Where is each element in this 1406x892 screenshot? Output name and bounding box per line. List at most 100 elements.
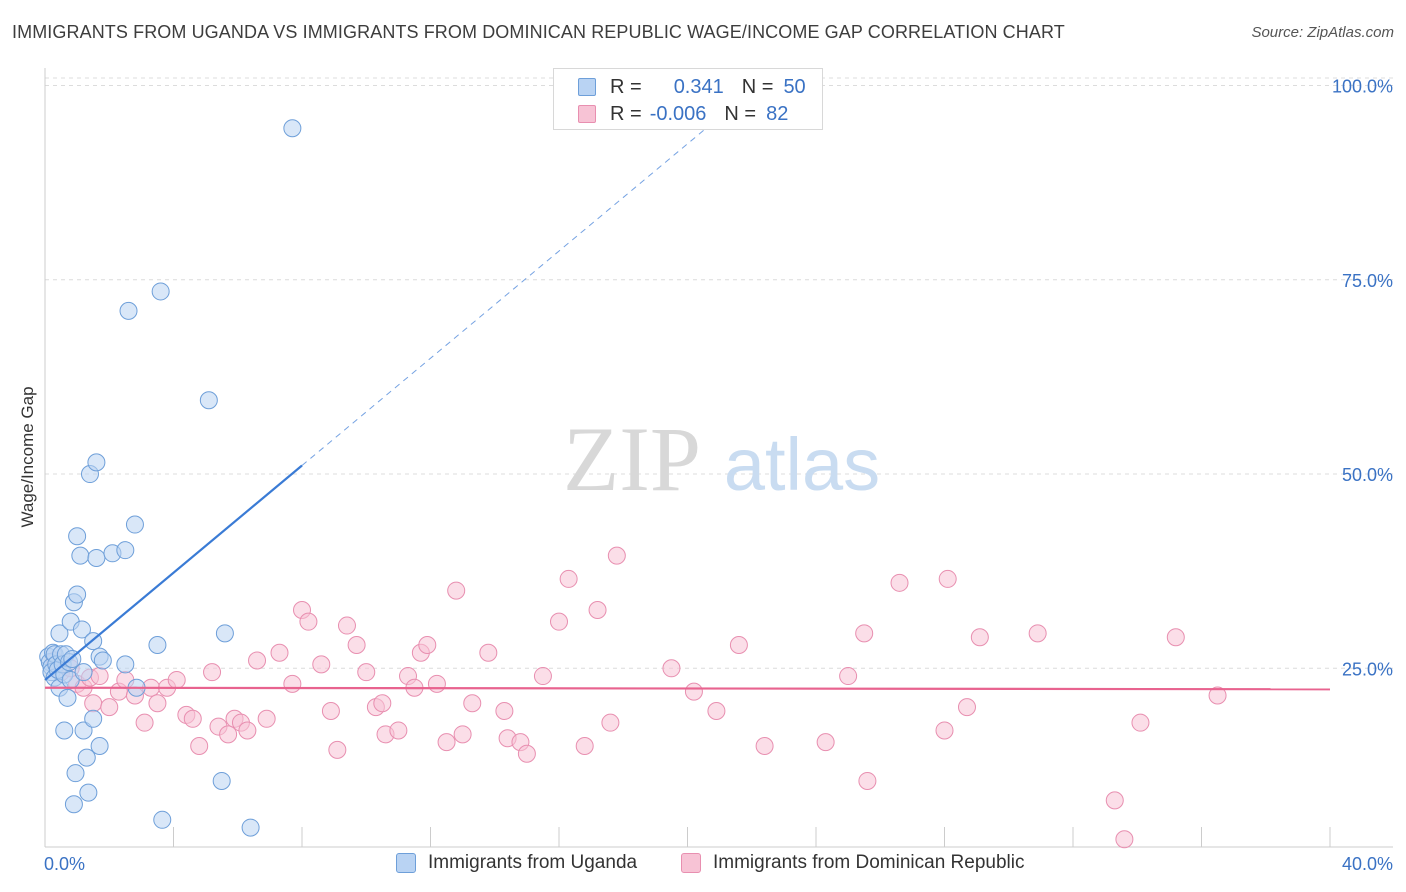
point-dominican (427, 674, 446, 693)
point-uganda (71, 546, 90, 565)
point-dominican (957, 698, 976, 717)
correlation-legend: R = 0.341 N = 50 R = -0.006 N = 82 (553, 68, 823, 130)
point-dominican (588, 601, 607, 620)
y-tick-label: 50.0% (1342, 465, 1393, 485)
r-label: R = (610, 75, 642, 98)
n-label: N = (724, 102, 757, 125)
point-dominican (203, 663, 222, 682)
point-dominican (437, 733, 456, 752)
point-dominican (517, 744, 536, 763)
point-uganda (87, 453, 106, 472)
grid-lines (45, 77, 1393, 669)
y-axis-title: Wage/Income Gap (18, 386, 37, 527)
point-dominican (248, 651, 267, 670)
axis-labels: 25.0% 50.0% 75.0% 100.0% 0.0% 40.0% Wage/Incom… (18, 77, 1393, 874)
point-dominican (855, 624, 874, 643)
point-dominican (453, 725, 472, 744)
axes (44, 68, 1393, 848)
point-dominican (328, 740, 347, 759)
point-dominican (167, 670, 186, 689)
point-dominican (312, 655, 331, 674)
point-dominican (559, 569, 578, 588)
point-uganda (119, 301, 138, 320)
n-value-uganda: 50 (783, 75, 806, 98)
point-dominican (463, 694, 482, 713)
uganda-points (39, 119, 302, 837)
point-dominican (84, 694, 103, 713)
watermark-atlas: atlas (724, 423, 880, 506)
point-uganda (93, 651, 112, 670)
point-dominican (839, 667, 858, 686)
point-dominican (816, 733, 835, 752)
y-tick-label: 25.0% (1342, 659, 1393, 679)
point-uganda (72, 620, 91, 639)
point-dominican (1115, 830, 1134, 849)
point-dominican (357, 663, 376, 682)
point-uganda (283, 119, 302, 138)
point-uganda (66, 764, 85, 783)
point-uganda (64, 795, 83, 814)
n-value-dominican: 82 (766, 102, 789, 125)
point-dominican (755, 736, 774, 755)
point-uganda (151, 282, 170, 301)
point-dominican (607, 546, 626, 565)
point-uganda (125, 515, 144, 534)
point-dominican (1028, 624, 1047, 643)
point-dominican (858, 771, 877, 790)
point-uganda (74, 663, 93, 682)
r-value-dominican: -0.006 (649, 102, 707, 125)
series-name-uganda: Immigrants from Uganda (428, 852, 638, 873)
legend-row-uganda: R = 0.341 N = 50 (578, 74, 806, 100)
point-dominican (373, 694, 392, 713)
point-uganda (153, 810, 172, 829)
point-uganda (90, 736, 109, 755)
point-dominican (1208, 686, 1227, 705)
point-uganda (68, 585, 87, 604)
x-tick-label-min: 0.0% (44, 854, 85, 874)
point-uganda (241, 818, 260, 837)
series-legend-dominican: Immigrants from Dominican Republic (681, 852, 1025, 874)
point-dominican (684, 682, 703, 701)
point-dominican (270, 643, 289, 662)
y-tick-label: 100.0% (1332, 77, 1393, 97)
point-dominican (90, 667, 109, 686)
trend-line-dominican (44, 686, 1331, 691)
point-uganda (79, 783, 98, 802)
point-uganda (199, 391, 218, 410)
point-dominican (1105, 791, 1124, 810)
point-dominican (257, 709, 276, 728)
point-dominican (135, 713, 154, 732)
source-label: Source: ZipAtlas.com (1251, 24, 1394, 41)
point-dominican (389, 721, 408, 740)
x-tick-label-max: 40.0% (1342, 854, 1393, 874)
point-dominican (190, 736, 209, 755)
y-tick-label: 75.0% (1342, 271, 1393, 291)
point-dominican (148, 694, 167, 713)
point-dominican (219, 725, 238, 744)
legend-swatch-uganda (396, 853, 416, 873)
point-uganda (116, 655, 135, 674)
point-dominican (495, 702, 514, 721)
series-name-dominican: Immigrants from Dominican Republic (713, 852, 1025, 873)
point-uganda (74, 721, 93, 740)
point-dominican (550, 612, 568, 631)
point-dominican (418, 635, 437, 654)
point-uganda (50, 624, 69, 643)
point-dominican (662, 659, 681, 678)
point-dominican (970, 628, 989, 647)
point-dominican (729, 635, 748, 654)
point-uganda (77, 748, 96, 767)
point-dominican (347, 635, 366, 654)
point-dominican (1131, 713, 1150, 732)
point-dominican (100, 698, 119, 717)
point-dominican (337, 616, 356, 635)
legend-row-dominican: R = -0.006 N = 82 (578, 101, 788, 127)
point-dominican (447, 581, 466, 600)
point-uganda (87, 548, 106, 567)
r-value-uganda: 0.341 (673, 75, 724, 98)
point-uganda (148, 635, 167, 654)
point-dominican (601, 713, 620, 732)
dominican-points (45, 546, 1227, 849)
watermark-zip: ZIP (563, 408, 701, 510)
point-dominican (183, 709, 202, 728)
